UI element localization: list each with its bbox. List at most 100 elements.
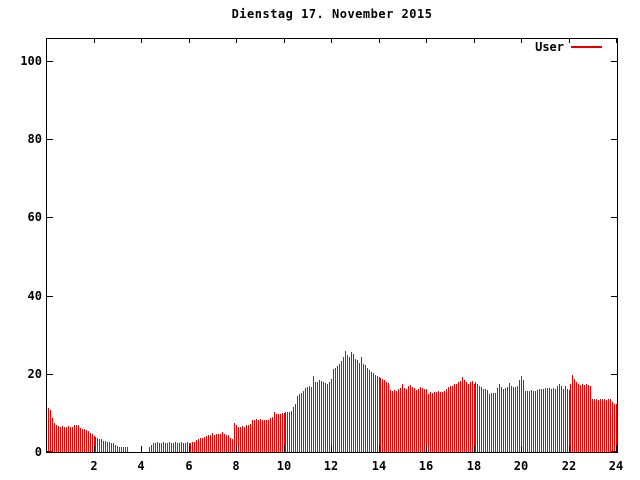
usage-bar	[327, 384, 328, 452]
usage-bar	[349, 357, 350, 452]
usage-bar	[339, 364, 340, 452]
usage-bar	[545, 388, 546, 452]
usage-bar	[382, 379, 383, 452]
usage-bar	[56, 425, 57, 452]
usage-bar	[509, 383, 510, 452]
usage-bar	[505, 388, 506, 452]
x-tick-mark-bottom	[331, 446, 332, 452]
usage-bar	[278, 414, 279, 452]
usage-bar	[515, 387, 516, 452]
usage-bar	[432, 393, 433, 452]
usage-bar	[424, 389, 425, 452]
plot-area	[46, 38, 618, 453]
usage-bar	[464, 380, 465, 452]
legend-label: User	[535, 40, 564, 54]
y-tick-mark-right	[611, 139, 617, 140]
x-tick-mark-bottom	[521, 446, 522, 452]
usage-bar	[183, 443, 184, 452]
usage-bar	[594, 399, 595, 452]
usage-bar	[295, 404, 296, 452]
usage-bar	[125, 447, 126, 452]
usage-bar	[88, 431, 89, 452]
x-tick-mark-top	[569, 39, 570, 43]
usage-bar	[177, 443, 178, 452]
y-tick-mark-left	[47, 217, 53, 218]
usage-bar	[262, 420, 263, 452]
usage-bar	[345, 351, 346, 452]
legend-line-sample	[571, 46, 602, 48]
usage-bar	[434, 392, 435, 452]
usage-bar	[155, 443, 156, 452]
usage-bar	[280, 414, 281, 452]
usage-bar	[153, 443, 154, 452]
x-tick-mark-bottom	[474, 446, 475, 452]
usage-bar	[50, 410, 51, 452]
usage-bar	[317, 382, 318, 452]
usage-bar	[190, 443, 191, 452]
usage-bar	[539, 389, 540, 452]
y-tick-label: 100	[20, 54, 42, 68]
usage-bar	[76, 425, 77, 452]
usage-bar	[493, 393, 494, 452]
usage-bar	[400, 388, 401, 452]
usage-bar	[543, 389, 544, 452]
usage-bar	[430, 392, 431, 452]
usage-bar	[386, 382, 387, 452]
usage-bar	[313, 376, 314, 452]
usage-bar	[533, 391, 534, 452]
usage-bar	[238, 427, 239, 452]
usage-bar	[483, 389, 484, 452]
usage-bar	[426, 389, 427, 452]
usage-bar	[258, 420, 259, 452]
usage-bar	[74, 425, 75, 452]
usage-bar	[113, 443, 114, 452]
y-tick-label: 40	[27, 289, 42, 303]
usage-bar	[610, 399, 611, 452]
usage-bar	[531, 390, 532, 452]
usage-bar	[379, 377, 380, 452]
usage-bar	[452, 386, 453, 452]
usage-bar	[377, 376, 378, 452]
usage-bar	[396, 391, 397, 452]
x-tick-mark-bottom	[189, 446, 190, 452]
usage-bar	[388, 383, 389, 452]
usage-bar	[60, 427, 61, 452]
usage-bar	[289, 412, 290, 452]
usage-bar	[367, 368, 368, 452]
usage-bar	[507, 387, 508, 452]
usage-bar	[614, 404, 615, 452]
usage-bar	[123, 447, 124, 452]
usage-bar	[64, 427, 65, 452]
usage-bar	[541, 389, 542, 452]
usage-bar	[94, 436, 95, 452]
usage-bar	[600, 399, 601, 452]
usage-bar	[208, 435, 209, 452]
usage-bar	[216, 434, 217, 452]
usage-bar	[285, 412, 286, 452]
usage-bar	[276, 414, 277, 452]
usage-bar	[204, 437, 205, 452]
usage-bar	[363, 364, 364, 452]
usage-bar	[359, 363, 360, 452]
x-tick-label: 10	[276, 459, 292, 473]
y-tick-mark-left	[47, 374, 53, 375]
usage-bar	[580, 385, 581, 452]
x-tick-label: 6	[185, 459, 193, 473]
y-tick-mark-right	[611, 296, 617, 297]
usage-bar	[264, 420, 265, 452]
usage-bar	[460, 381, 461, 452]
usage-bar	[567, 389, 568, 452]
usage-bar	[410, 385, 411, 452]
usage-bar	[173, 443, 174, 452]
usage-bar	[361, 357, 362, 452]
x-tick-mark-top	[141, 39, 142, 43]
usage-bar	[337, 366, 338, 452]
usage-bar	[557, 386, 558, 452]
usage-bar	[282, 413, 283, 452]
usage-bar	[458, 382, 459, 452]
usage-bar	[159, 443, 160, 452]
usage-bar	[202, 438, 203, 452]
usage-bar	[303, 391, 304, 452]
usage-bar	[78, 425, 79, 452]
x-tick-mark-bottom	[236, 446, 237, 452]
